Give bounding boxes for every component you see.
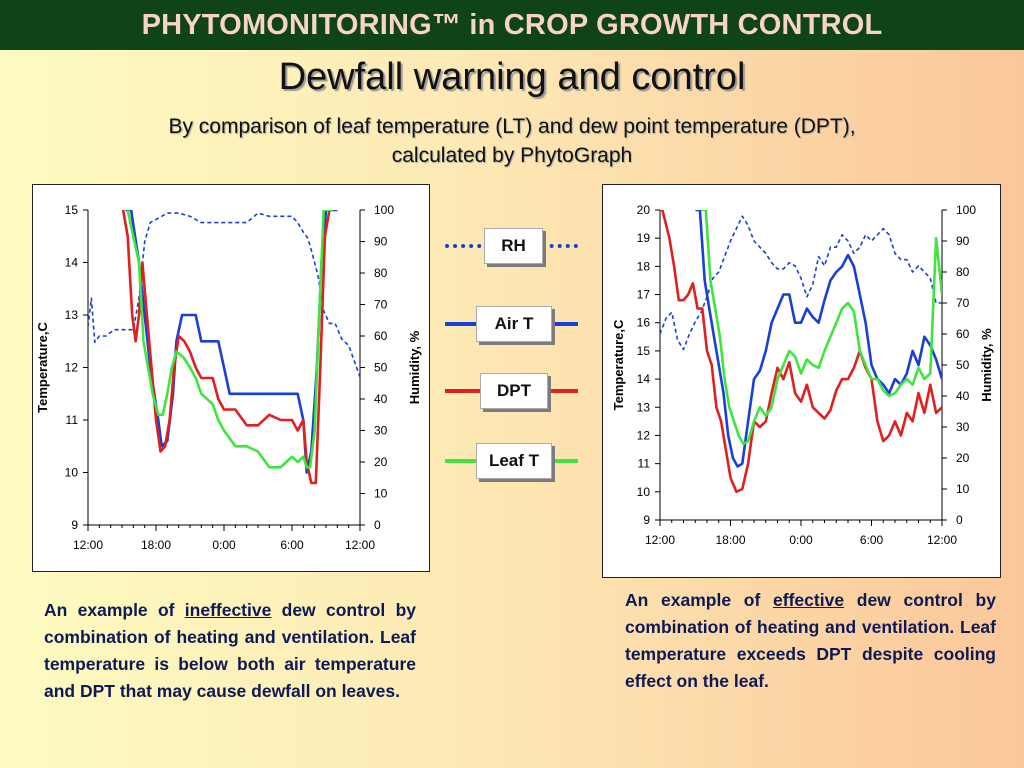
- chart-left: 9 10 11 12 13 14 15 0 10 20 30 40 50 60 70 80 90 100 12:00…: [35, 203, 422, 552]
- y2-tick-label: 50: [374, 361, 388, 375]
- x-tick-label: 6:00: [860, 533, 884, 547]
- y-tick-label: 13: [637, 400, 651, 414]
- y-tick-label: 13: [65, 308, 79, 322]
- y2-tick-label: 90: [374, 235, 388, 249]
- y-tick-label: 19: [637, 231, 651, 245]
- legend-label-dpt: DPT: [480, 373, 548, 409]
- y2-axis-label: Humidity, %: [407, 330, 422, 404]
- x-tick-label: 0:00: [789, 533, 813, 547]
- y-axis-label: Temperature,C: [611, 319, 626, 410]
- y2-tick-label: 30: [956, 420, 970, 434]
- y2-tick-label: 50: [956, 358, 970, 372]
- y-tick-label: 18: [637, 259, 651, 273]
- series-leaf-t-line: [701, 210, 942, 446]
- subtitle-line-2: calculated by PhytoGraph: [391, 144, 633, 167]
- y-tick-label: 10: [65, 466, 79, 480]
- subtitle-line-1: By comparison of leaf temperature (LT) a…: [168, 115, 856, 138]
- x-tick-label: 18:00: [715, 533, 745, 547]
- chart-right-panel: 9 10 11 12 13 14 15 16 17 18 19 20 0 10 20 30 40 50 60 70 80…: [602, 184, 1001, 578]
- y-tick-label: 9: [71, 518, 78, 532]
- y2-tick-label: 40: [956, 389, 970, 403]
- y-tick-label: 10: [637, 485, 651, 499]
- y2-tick-label: 100: [374, 203, 394, 217]
- legend-label-leaf-t: Leaf T: [476, 443, 552, 479]
- caption-left-pre: An example of: [44, 600, 185, 620]
- y2-tick-label: 20: [374, 455, 388, 469]
- x-tick-label: 18:00: [141, 538, 171, 552]
- banner: PHYTOMONITORING™ in CROP GROWTH CONTROL: [0, 0, 1024, 50]
- y2-tick-label: 90: [956, 234, 970, 248]
- y2-tick-label: 0: [956, 513, 963, 527]
- x-tick-label: 12:00: [73, 538, 103, 552]
- series-leaf-t-line: [126, 210, 333, 469]
- y2-tick-label: 70: [374, 298, 388, 312]
- y-tick-label: 11: [638, 457, 651, 471]
- caption-left: An example of ineffective dew control by…: [44, 597, 416, 705]
- y2-tick-label: 0: [374, 518, 381, 532]
- y2-tick-label: 60: [956, 327, 970, 341]
- y-tick-label: 17: [637, 288, 651, 302]
- chart-left-panel: 9 10 11 12 13 14 15 0 10 20 30 40 50 60 70 80 90 100 12:00…: [32, 184, 430, 572]
- y-tick-label: 16: [637, 316, 651, 330]
- y-tick-label: 12: [65, 361, 79, 375]
- series-air-t-line: [695, 210, 942, 468]
- caption-left-emphasis: ineffective: [184, 600, 272, 620]
- y2-tick-label: 80: [956, 265, 970, 279]
- series-dpt-line: [121, 210, 334, 485]
- legend-label-air-t: Air T: [476, 306, 552, 342]
- y2-tick-label: 30: [374, 424, 388, 438]
- y-tick-label: 20: [637, 203, 651, 217]
- caption-right: An example of effective dew control by c…: [625, 587, 996, 695]
- y-tick-label: 9: [643, 513, 650, 527]
- y-tick-label: 12: [637, 428, 651, 442]
- caption-right-emphasis: effective: [773, 590, 845, 610]
- slide-title: Dewfall warning and control: [278, 56, 746, 98]
- y2-tick-label: 80: [374, 266, 388, 280]
- y2-tick-label: 40: [374, 392, 388, 406]
- chart-right: 9 10 11 12 13 14 15 16 17 18 19 20 0 10 20 30 40 50 60 70 80…: [611, 203, 994, 547]
- y-tick-label: 15: [637, 344, 651, 358]
- caption-left-post: dew control by combination of heating an…: [44, 600, 416, 701]
- x-tick-label: 12:00: [345, 538, 375, 552]
- y-tick-label: 15: [65, 203, 79, 217]
- x-tick-label: 12:00: [927, 533, 957, 547]
- caption-right-pre: An example of: [625, 590, 774, 610]
- y2-tick-label: 20: [956, 451, 970, 465]
- series-dpt-line: [660, 210, 942, 494]
- y2-axis-label: Humidity, %: [979, 328, 994, 402]
- y2-tick-label: 10: [374, 487, 388, 501]
- y-tick-label: 11: [66, 413, 79, 427]
- x-tick-label: 6:00: [280, 538, 304, 552]
- y2-tick-label: 10: [956, 482, 970, 496]
- y2-tick-label: 70: [956, 296, 970, 310]
- legend-label-rh: RH: [484, 228, 543, 264]
- caption-right-post: dew control by combination of heating an…: [625, 590, 996, 691]
- x-tick-label: 0:00: [212, 538, 236, 552]
- y2-tick-label: 100: [956, 203, 976, 217]
- y-axis-label: Temperature,C: [35, 322, 50, 413]
- y-tick-label: 14: [637, 372, 651, 386]
- y-tick-label: 14: [65, 256, 79, 270]
- x-tick-label: 12:00: [645, 533, 675, 547]
- slide-subtitle: By comparison of leaf temperature (LT) a…: [90, 112, 934, 170]
- y2-tick-label: 60: [374, 329, 388, 343]
